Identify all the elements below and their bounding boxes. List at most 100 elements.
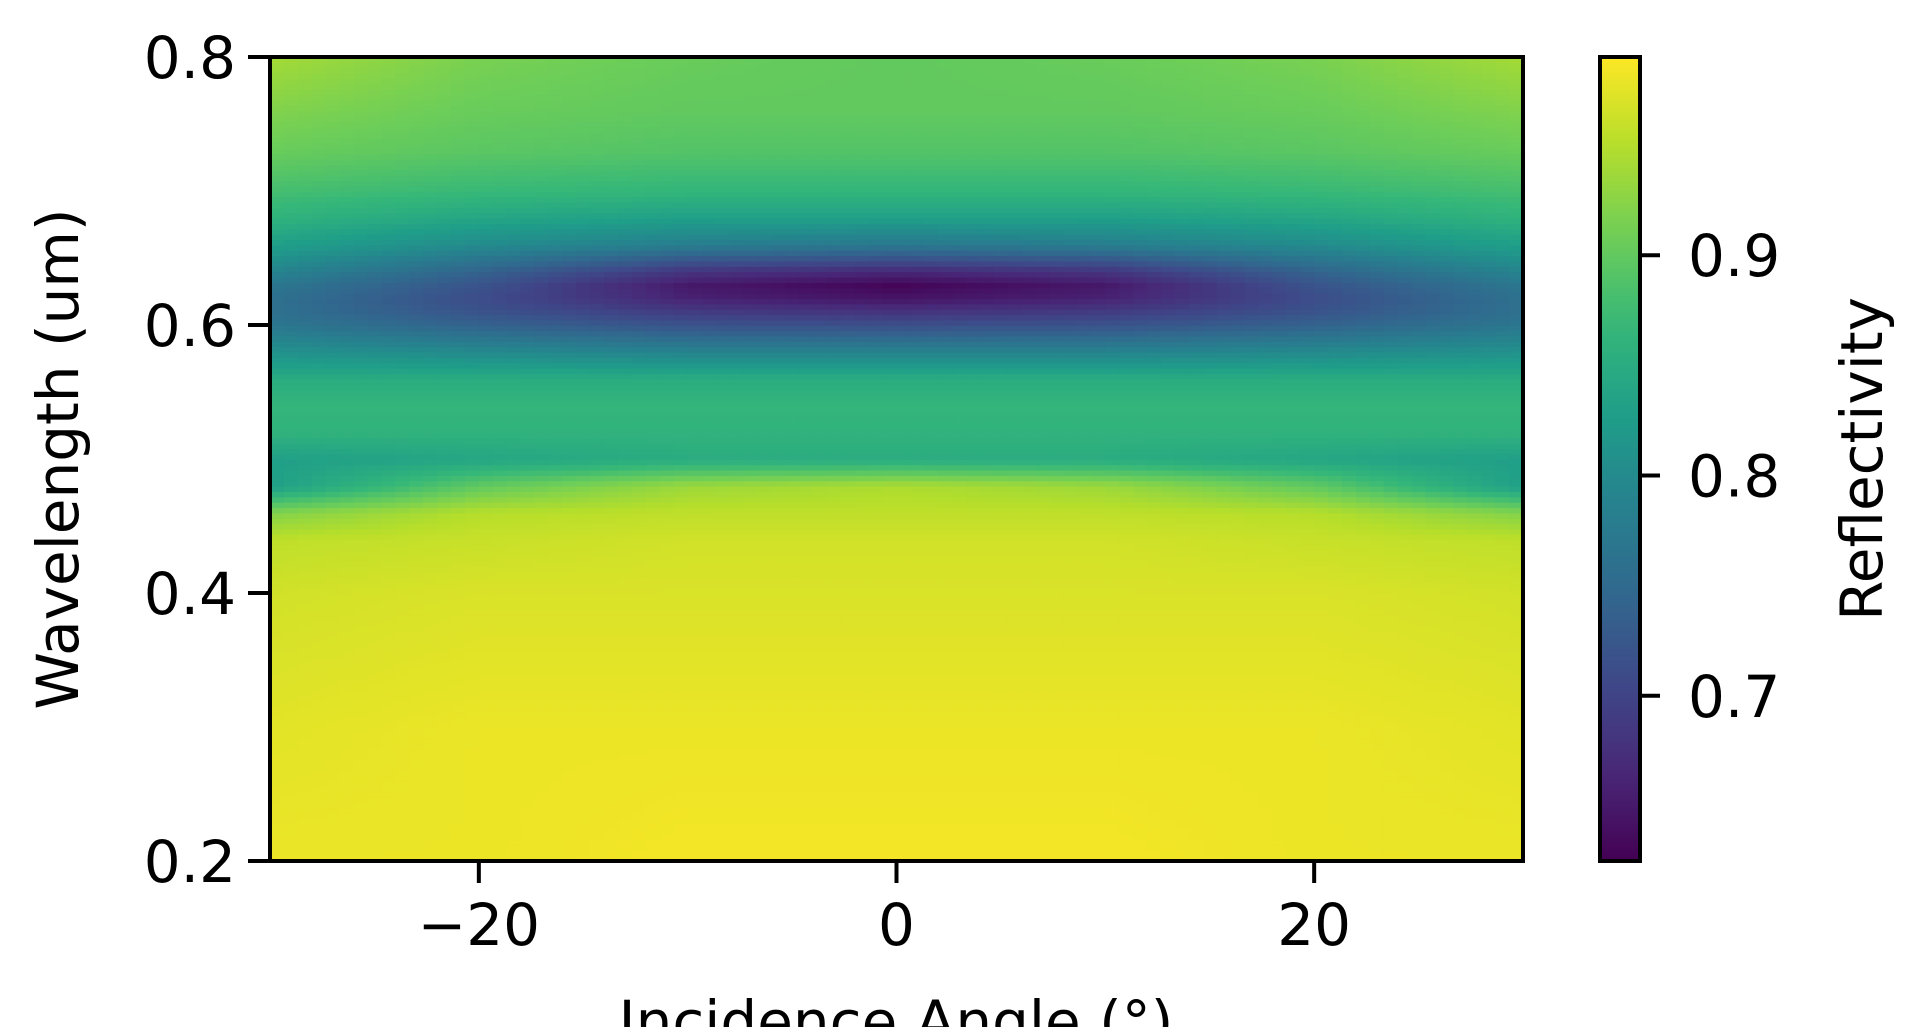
heatmap-cell [868,662,884,669]
heatmap-cell [1272,796,1288,803]
heatmap-cell [980,775,995,782]
heatmap-cell [520,619,536,626]
heatmap-cell [812,732,828,739]
heatmap-cell [325,775,341,782]
heatmap-cell [506,850,522,857]
heatmap-cell [325,689,341,696]
heatmap-cell [1174,732,1190,739]
heatmap-cell [1258,641,1274,648]
heatmap-cell [993,844,1009,852]
heatmap-cell [1216,684,1232,691]
heatmap-cell [381,732,397,739]
heatmap-cell [799,844,814,852]
heatmap-cell [1467,673,1483,680]
heatmap-cell [1188,785,1204,793]
heatmap-cell [478,855,494,861]
heatmap-cell [1425,571,1441,578]
heatmap-cell [437,716,452,723]
heatmap-cell [562,593,578,600]
heatmap-cell [771,850,786,857]
heatmap-cell [311,694,327,701]
heatmap-cell [1119,641,1134,648]
heatmap-cell [952,668,967,675]
heatmap-cell [1077,684,1093,691]
heatmap-cell [1077,635,1093,643]
heatmap-cell [590,737,605,744]
heatmap-cell [450,844,466,852]
heatmap-cell [270,791,285,798]
heatmap-cell [1147,582,1162,589]
heatmap-cell [534,625,550,632]
heatmap-cell [1328,646,1343,653]
heatmap-cell [980,791,995,798]
heatmap-cell [283,689,299,696]
heatmap-cell [576,759,592,766]
heatmap-cell [1133,855,1148,861]
heatmap-cell [1342,716,1357,723]
heatmap-cell [270,651,285,659]
heatmap-cell [799,614,814,621]
heatmap-cell [1411,587,1427,594]
heatmap-cell [1383,839,1399,846]
heatmap-cell [1161,689,1176,696]
heatmap-cell [283,775,299,782]
heatmap-cell [353,748,369,755]
heatmap-cell [1035,673,1051,680]
heatmap-cell [1105,802,1121,809]
heatmap-cell [1272,678,1288,685]
heatmap-cell [715,807,731,814]
heatmap-cell [1272,576,1288,584]
heatmap-cell [1509,587,1523,594]
heatmap-cell [283,732,299,739]
heatmap-cell [938,802,953,809]
heatmap-cell [1147,737,1162,744]
heatmap-cell [1411,582,1427,589]
heatmap-cell [548,737,564,744]
heatmap-cell [311,566,327,573]
heatmap-cell [311,678,327,685]
heatmap-cell [1258,855,1274,861]
heatmap-cell [1258,593,1274,600]
heatmap-cell [1133,630,1148,637]
heatmap-cell [1328,587,1343,594]
heatmap-cell [687,678,703,685]
heatmap-cell [423,818,438,825]
heatmap-cell [492,780,508,787]
heatmap-cell [297,673,313,680]
heatmap-cell [1077,753,1093,760]
heatmap-cell [840,603,856,610]
heatmap-cell [1425,796,1441,803]
heatmap-cell [910,614,926,621]
heatmap-cell [1314,844,1329,852]
heatmap-cell [799,855,814,861]
heatmap-cell [506,785,522,793]
heatmap-cell [339,807,355,814]
heatmap-cell [1509,737,1523,744]
heatmap-cell [1063,694,1079,701]
heatmap-cell [1481,828,1496,835]
heatmap-cell [812,748,828,755]
heatmap-cell [645,673,661,680]
heatmap-cell [785,625,800,632]
heatmap-cell [618,566,633,573]
heatmap-cell [1425,769,1441,777]
heatmap-cell [618,705,633,712]
heatmap-cell [1216,571,1232,578]
heatmap-cell [1481,576,1496,584]
heatmap-cell [297,566,313,573]
heatmap-cell [1314,614,1329,621]
heatmap-cell [1216,609,1232,616]
heatmap-cell [1411,593,1427,600]
heatmap-cell [952,576,967,584]
heatmap-cell [325,593,341,600]
heatmap-cell [645,609,661,616]
heatmap-cell [1216,582,1232,589]
heatmap-cell [1063,753,1079,760]
heatmap-cell [492,759,508,766]
heatmap-cell [966,743,981,750]
heatmap-cell [450,651,466,659]
heatmap-cell [1453,641,1469,648]
heatmap-cell [325,571,341,578]
heatmap-cell [1258,812,1274,819]
heatmap-cell [464,560,480,567]
